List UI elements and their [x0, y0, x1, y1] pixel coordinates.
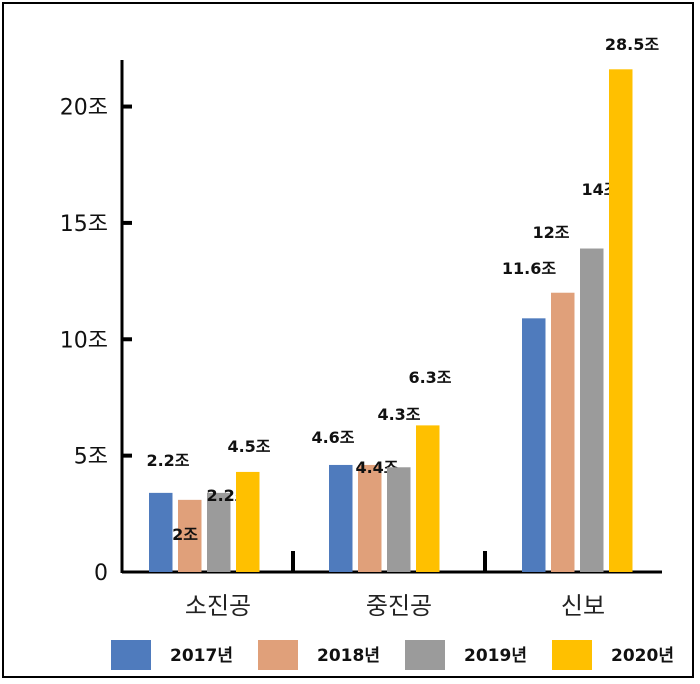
y-tick-label-2: 10조: [60, 328, 108, 353]
bar-2-3: [609, 69, 633, 573]
legend-swatch-3: [552, 640, 592, 670]
data-label-1-3: 6.3조: [408, 368, 451, 387]
category-label-0: 소진공: [185, 592, 251, 620]
chart-frame: [2, 2, 694, 678]
bar-0-3: [236, 471, 260, 572]
legend-swatch-1: [258, 640, 298, 670]
bar-1-2: [387, 467, 411, 572]
bar-0-0: [149, 492, 173, 572]
bar-1-3: [416, 425, 440, 572]
bar-2-1: [551, 292, 575, 572]
y-tick-label-4: 20조: [60, 96, 108, 121]
bar-1-0: [329, 464, 353, 572]
data-label-2-1: 12조: [533, 223, 570, 242]
y-tick-label-0: 0: [94, 561, 108, 586]
bar-0-1: [178, 499, 202, 572]
legend-swatch-2: [405, 640, 445, 670]
y-tick-label-1: 5조: [74, 445, 108, 470]
data-label-0-0: 2.2조: [146, 451, 189, 470]
y-tick-label-3: 15조: [60, 212, 108, 237]
legend-label-0: 2017년: [170, 646, 233, 666]
category-label-2: 신보: [561, 592, 605, 620]
legend-label-2: 2019년: [464, 646, 527, 666]
bar-2-0: [522, 318, 546, 572]
data-label-0-1: 2조: [172, 525, 198, 544]
data-label-1-0: 4.6조: [311, 428, 354, 447]
bar-2-2: [580, 248, 604, 572]
legend-label-3: 2020년: [611, 646, 674, 666]
bar-0-2: [207, 492, 231, 572]
category-label-1: 중진공: [366, 592, 432, 620]
data-label-1-2: 4.3조: [377, 405, 420, 424]
legend-swatch-0: [111, 640, 151, 670]
data-label-2-0: 11.6조: [502, 259, 556, 278]
legend-label-1: 2018년: [317, 646, 380, 666]
data-label-0-3: 4.5조: [227, 437, 270, 456]
bar-1-1: [358, 464, 382, 572]
data-label-2-3: 28.5조: [605, 35, 659, 54]
